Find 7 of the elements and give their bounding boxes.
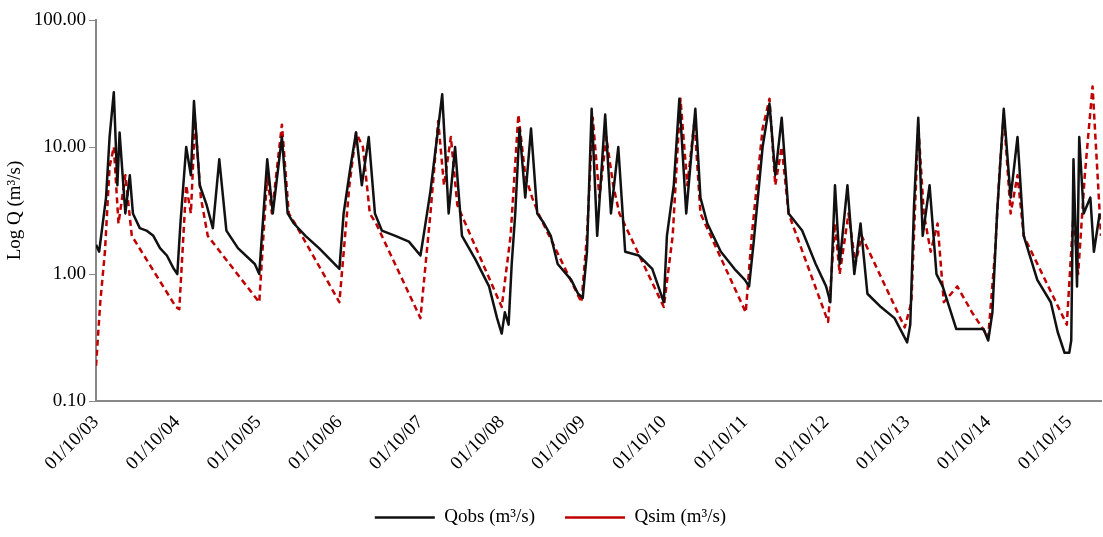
y-tick-label: 1.00 [52,262,87,284]
legend-label: Qsim (m³/s) [634,505,727,528]
legend-label: Qobs (m³/s) [444,505,535,528]
y-tick-label: 10.00 [43,135,87,157]
y-tick-label: 100.00 [33,7,87,29]
y-tick-label: 0.10 [52,389,87,411]
y-axis-title: Log Q (m³/s) [3,160,26,261]
